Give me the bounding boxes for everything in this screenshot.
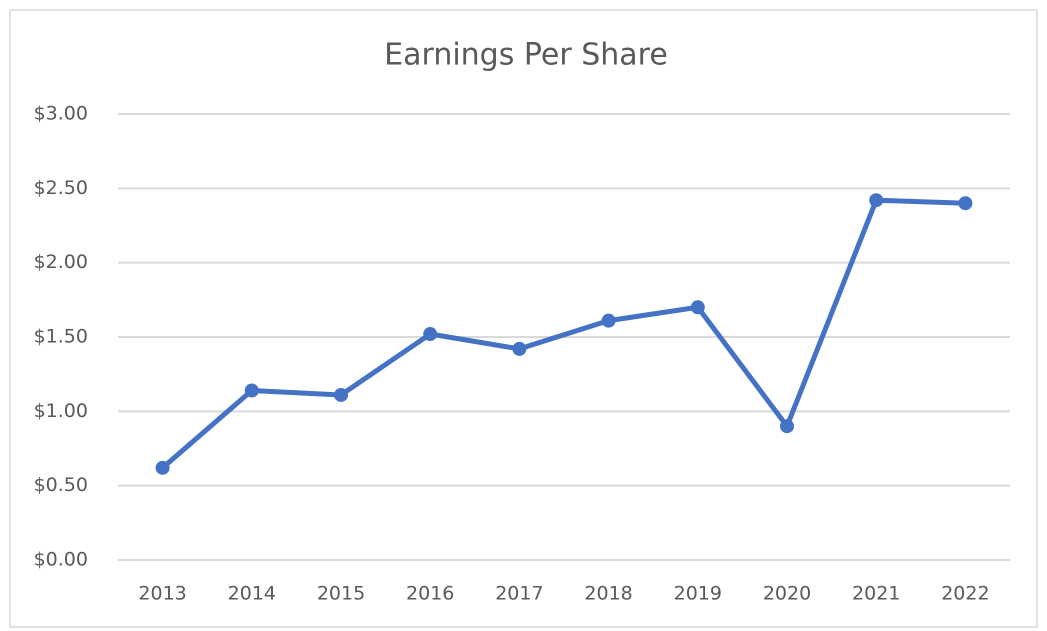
marker xyxy=(244,383,259,398)
plot xyxy=(155,193,973,475)
y-tick-label: $3.00 xyxy=(34,103,88,125)
y-tick-label: $0.50 xyxy=(34,474,88,496)
marker xyxy=(601,313,616,328)
x-tick-label: 2016 xyxy=(406,583,454,605)
y-tick-label: $2.50 xyxy=(34,177,88,199)
x-tick-label: 2020 xyxy=(763,583,811,605)
line xyxy=(160,197,966,470)
chart-title: Earnings Per Share xyxy=(384,38,668,73)
x-tick-label: 2021 xyxy=(852,583,900,605)
x-tick-label: 2015 xyxy=(317,583,365,605)
x-tick-label: 2022 xyxy=(941,583,989,605)
marker xyxy=(155,460,170,475)
y-tick-label: $2.00 xyxy=(34,251,88,273)
marker xyxy=(958,196,973,211)
marker xyxy=(334,387,348,402)
x-tick-label: 2014 xyxy=(228,583,276,605)
marker xyxy=(869,193,884,208)
x-tick-label: 2017 xyxy=(495,583,543,605)
x-tick-label: 2018 xyxy=(584,583,632,605)
y-tick-label: $1.00 xyxy=(34,400,88,422)
x-tick-label: 2013 xyxy=(138,583,186,605)
x-tick-label: 2019 xyxy=(674,583,722,605)
y-tick-label: $1.50 xyxy=(34,326,88,348)
y-tick-label: $0.00 xyxy=(34,549,88,571)
marker xyxy=(423,327,438,342)
marker xyxy=(780,419,794,434)
marker xyxy=(512,341,527,356)
marker xyxy=(690,300,705,315)
chart-frame xyxy=(9,9,1038,628)
